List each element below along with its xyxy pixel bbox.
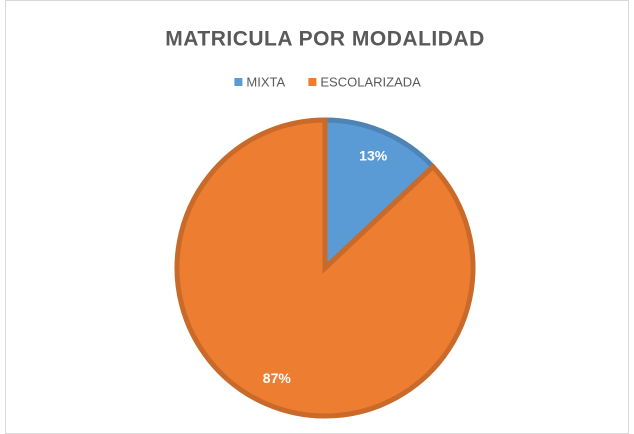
data-label: 13% [359,147,388,163]
pie-slice [322,117,437,274]
legend-swatch [234,78,243,86]
legend-label: MIXTA [246,74,285,89]
chart-title: MATRICULA POR MODALIDAD [165,28,484,51]
legend-label: ESCOLARIZADA [320,74,421,89]
pie-slice [174,117,476,419]
data-label: 87% [263,370,292,386]
legend-swatch [308,78,317,86]
